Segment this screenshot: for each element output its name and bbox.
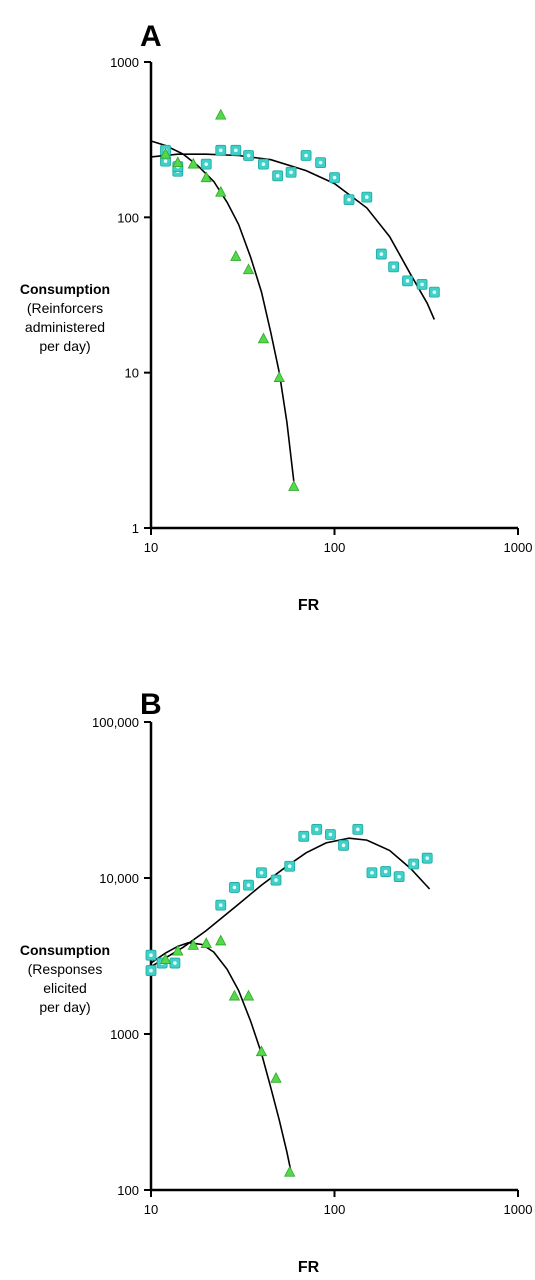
data-point-triangle <box>215 108 227 120</box>
data-point-square-highlight <box>259 870 264 875</box>
y-tick-label: 100,000 <box>92 715 139 730</box>
data-point-square-highlight <box>149 953 153 957</box>
data-point-square-highlight <box>304 153 308 158</box>
data-point-triangle <box>242 263 255 275</box>
panel-label: A <box>140 20 162 53</box>
x-tick-label: 1000 <box>504 540 533 555</box>
data-point-triangle <box>284 1165 296 1177</box>
data-point-square-highlight <box>356 827 360 832</box>
data-point-square-highlight <box>314 827 319 832</box>
data-point-triangle <box>257 332 270 344</box>
data-point-square-highlight <box>301 834 306 839</box>
data-point-square-highlight <box>379 252 384 256</box>
y-axis-title-line: Consumption <box>20 942 110 958</box>
y-axis-title-line: (Reinforcers <box>27 300 103 316</box>
data-point-triangle <box>187 157 199 169</box>
data-point-triangle <box>230 250 242 261</box>
data-point-triangle <box>159 147 172 159</box>
data-point-square-highlight <box>173 961 177 965</box>
fit-curve <box>150 837 431 968</box>
y-tick-label: 100 <box>117 210 139 225</box>
chart-panel-B: B 100 1000 10,000 100,000 10 100 1000 FR Consumpt… <box>20 688 533 1276</box>
data-point-square-highlight <box>204 162 209 166</box>
y-axis-title-line: administered <box>25 319 105 335</box>
data-point-triangle <box>187 939 199 950</box>
y-axis-title-line: per day) <box>39 999 90 1015</box>
data-point-triangle <box>242 989 255 1001</box>
data-point-triangle <box>288 480 300 491</box>
data-point-square-highlight <box>391 265 396 269</box>
y-tick-label: 10 <box>125 366 139 381</box>
data-point-square-highlight <box>246 153 251 158</box>
data-point-square-highlight <box>370 870 374 875</box>
data-point-triangle <box>215 934 227 946</box>
data-point-square-highlight <box>341 843 346 848</box>
data-point-triangle <box>215 185 227 197</box>
data-point-square-highlight <box>425 856 429 860</box>
y-axis-title-line: per day) <box>39 338 90 354</box>
chart-panel-A: A 1 10 100 1000 10 100 1000 FR Consumption (Reinfo… <box>20 20 533 614</box>
x-tick-label: 10 <box>144 1202 158 1217</box>
data-point-square-highlight <box>275 174 280 178</box>
data-point-triangle <box>172 944 184 956</box>
x-axis-title: FR <box>298 597 320 614</box>
data-point-square-highlight <box>234 148 238 153</box>
data-point-square-highlight <box>397 874 401 879</box>
fit-curve <box>150 153 436 320</box>
data-point-square-highlight <box>149 968 153 973</box>
x-tick-label: 10 <box>144 540 158 555</box>
y-axis-title-line: Consumption <box>20 281 110 297</box>
panel-label: B <box>140 688 162 721</box>
fit-curve <box>150 941 292 1173</box>
data-point-square-highlight <box>365 195 369 199</box>
data-point-square-highlight <box>328 832 333 837</box>
data-point-square-highlight <box>405 279 410 283</box>
data-point-square-highlight <box>218 903 223 907</box>
x-tick-label: 100 <box>324 540 346 555</box>
data-point-square-highlight <box>287 864 292 869</box>
data-point-square-highlight <box>332 175 337 180</box>
data-point-triangle <box>200 171 212 183</box>
y-axis-title-line: (Responses <box>28 961 103 977</box>
x-tick-label: 1000 <box>504 1202 533 1217</box>
data-point-square-highlight <box>383 869 388 874</box>
y-tick-label: 1000 <box>110 1027 139 1042</box>
data-point-square-highlight <box>261 162 266 166</box>
data-point-triangle <box>200 937 212 948</box>
data-point-square-highlight <box>420 282 424 287</box>
y-tick-label: 10,000 <box>99 871 139 886</box>
data-point-square-highlight <box>432 290 437 294</box>
data-point-square-highlight <box>163 159 168 163</box>
data-point-triangle <box>273 371 285 382</box>
data-point-triangle <box>255 1045 268 1057</box>
y-tick-label: 1000 <box>110 55 139 70</box>
y-tick-label: 100 <box>117 1183 139 1198</box>
data-point-triangle <box>228 989 241 1001</box>
data-point-square-highlight <box>318 160 323 165</box>
x-axis-title: FR <box>298 1259 320 1276</box>
data-point-square-highlight <box>232 885 237 890</box>
data-point-square-highlight <box>218 148 223 153</box>
data-point-triangle <box>159 953 172 964</box>
y-axis-title-line: elicited <box>43 980 87 996</box>
x-tick-label: 100 <box>324 1202 346 1217</box>
data-point-square-highlight <box>246 883 251 887</box>
data-point-triangle <box>270 1071 282 1083</box>
data-point-square-highlight <box>347 197 351 202</box>
data-point-square-highlight <box>274 878 278 882</box>
data-point-triangle <box>172 156 184 168</box>
y-tick-label: 1 <box>132 521 139 536</box>
data-point-square-highlight <box>289 170 293 175</box>
data-point-square-highlight <box>411 862 416 866</box>
